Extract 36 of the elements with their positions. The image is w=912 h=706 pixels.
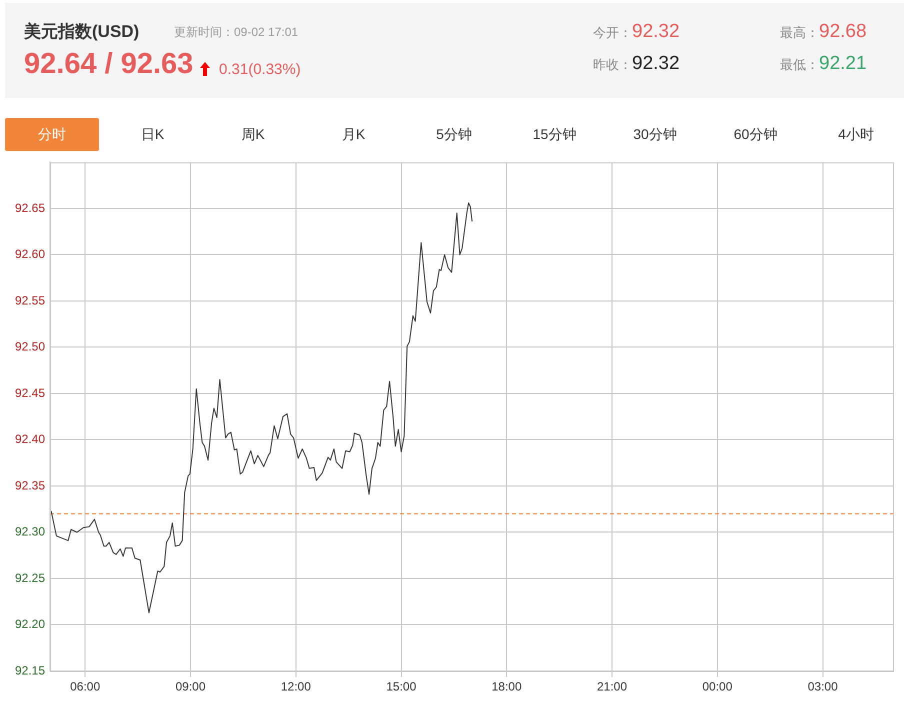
y-tick-label: 92.60 — [14, 247, 46, 262]
x-tick-label: 09:00 — [175, 680, 206, 694]
y-tick-label: 92.50 — [14, 340, 46, 354]
x-tick-label: 15:00 — [386, 680, 417, 694]
chart-subtitle: 更新时间：09-02 17:01 — [174, 24, 298, 41]
x-tick-label: 06:00 — [70, 680, 100, 694]
text: 日K — [140, 125, 166, 144]
x-tick-label: 18:00 — [492, 680, 522, 694]
x-tick-label: 21:00 — [596, 680, 628, 694]
y-tick-label: 92.40 — [14, 432, 46, 446]
y-tick-label: 92.35 — [14, 478, 46, 492]
text: 最低：92.21 — [780, 53, 867, 75]
text: 92.64 / 92.63 — [24, 48, 194, 81]
chart-title: 美元指数(USD) — [24, 21, 140, 43]
x-tick-label: 12:00 — [280, 680, 312, 694]
text: 30分钟 — [632, 125, 678, 144]
text: 4小时 — [837, 125, 875, 144]
text: 昨收：92.32 — [593, 53, 680, 75]
y-tick-label: 92.25 — [14, 570, 46, 585]
text: 60分钟 — [732, 125, 778, 144]
text: 15分钟 — [532, 125, 578, 144]
text: 5分钟 — [435, 125, 473, 144]
text: 周K — [240, 125, 266, 144]
y-tick-label: 92.55 — [14, 293, 46, 308]
x-tick-label: 00:00 — [702, 680, 733, 694]
x-tick-label: 03:00 — [808, 680, 838, 694]
y-tick-label: 92.65 — [14, 200, 46, 215]
text: 今开：92.32 — [593, 21, 680, 43]
text: 最高：92.68 — [780, 21, 867, 43]
text: 分时 — [5, 118, 99, 151]
y-tick-label: 92.45 — [14, 386, 46, 400]
text: 月K — [340, 125, 366, 144]
y-tick-label: 92.20 — [14, 617, 46, 632]
text: 0.31(0.33%) — [219, 61, 301, 78]
y-tick-label: 92.15 — [14, 663, 46, 678]
y-tick-label: 92.30 — [14, 524, 46, 539]
